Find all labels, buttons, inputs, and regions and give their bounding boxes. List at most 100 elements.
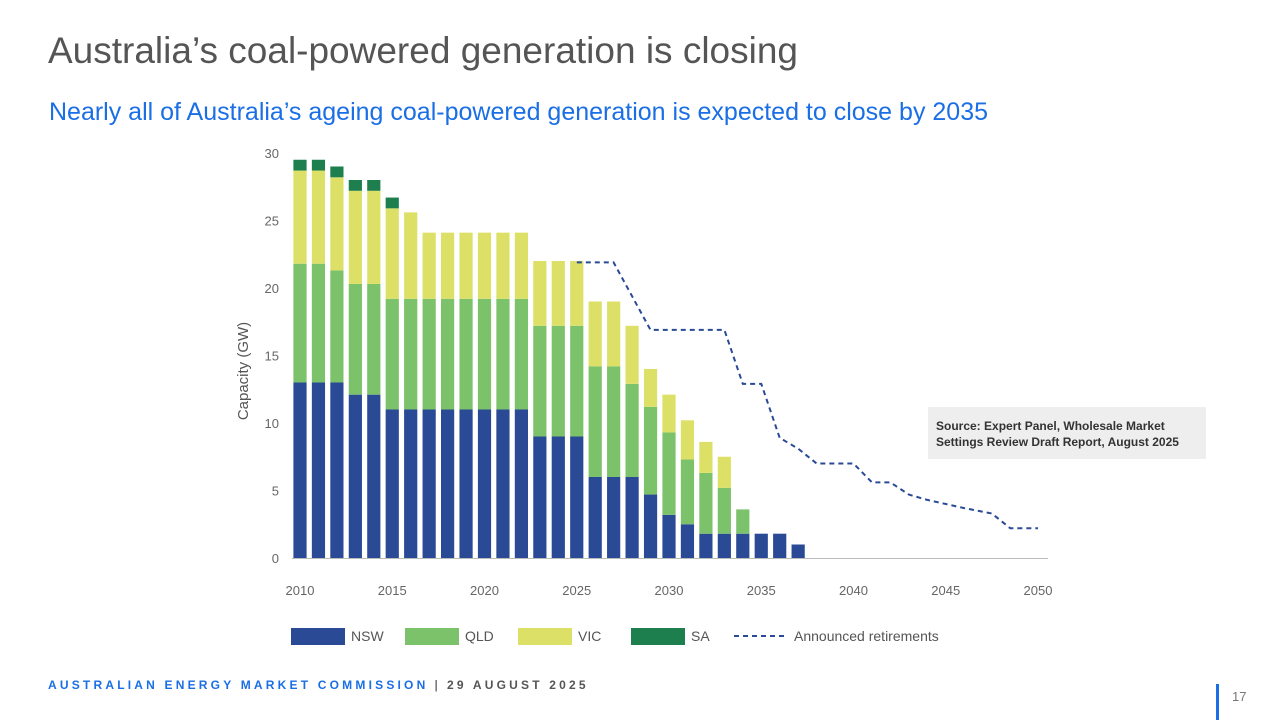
footer: AUSTRALIAN ENERGY MARKET COMMISSION | 29 A… [48, 678, 589, 692]
bar-qld-2018 [441, 298, 455, 410]
announced-retirements-line [576, 261, 1038, 530]
bar-vic-2016 [404, 212, 418, 299]
bar-qld-2014 [367, 283, 381, 395]
bar-vic-2015 [385, 208, 399, 299]
page-number: 17 [1232, 689, 1247, 704]
bar-qld-2012 [330, 270, 344, 383]
bar-nsw-2035 [754, 533, 768, 558]
bar-nsw-2011 [311, 382, 326, 558]
bar-vic-2020 [477, 232, 492, 299]
footer-separator: | [434, 678, 442, 692]
bar-vic-2030 [662, 394, 676, 433]
x-tick-label-2020: 2020 [470, 583, 499, 598]
bar-sa-2011 [311, 159, 326, 171]
bar-nsw-2015 [385, 409, 399, 558]
bar-qld-2028 [625, 383, 639, 477]
bar-sa-2010 [293, 159, 307, 171]
bar-vic-2026 [588, 301, 602, 367]
bar-vic-2023 [533, 261, 547, 326]
legend-label-qld: QLD [465, 628, 494, 644]
bar-qld-2024 [551, 325, 565, 437]
slide-subtitle: Nearly all of Australia’s ageing coal-po… [49, 98, 989, 126]
legend-label-announced-retirements: Announced retirements [794, 628, 939, 644]
bar-qld-2030 [662, 432, 676, 515]
bar-nsw-2036 [773, 533, 787, 558]
bar-qld-2020 [477, 298, 492, 410]
bar-nsw-2020 [477, 409, 492, 558]
y-tick-label-25: 25 [265, 214, 279, 229]
bar-nsw-2024 [551, 436, 565, 558]
bar-qld-2032 [699, 472, 713, 534]
y-tick-label-5: 5 [272, 484, 279, 499]
x-tick-label-2035: 2035 [747, 583, 776, 598]
bar-qld-2022 [514, 298, 528, 410]
bar-vic-2031 [680, 420, 695, 460]
x-tick-label-2045: 2045 [931, 583, 960, 598]
bar-vic-2013 [348, 190, 362, 284]
bar-nsw-2033 [717, 533, 731, 558]
bar-vic-2021 [496, 232, 510, 299]
bar-nsw-2037 [791, 544, 805, 558]
bar-qld-2015 [385, 298, 399, 410]
bar-qld-2025 [570, 325, 584, 437]
bar-nsw-2018 [441, 409, 455, 558]
bar-vic-2029 [643, 369, 658, 407]
x-tick-label-2010: 2010 [286, 583, 315, 598]
bar-qld-2027 [607, 366, 621, 477]
bar-vic-2018 [441, 232, 455, 299]
bar-vic-2019 [459, 232, 473, 299]
bar-sa-2014 [367, 180, 381, 191]
bar-nsw-2016 [404, 409, 418, 558]
legend-swatch-qld [405, 628, 459, 645]
bar-vic-2027 [607, 301, 621, 367]
bar-vic-2033 [717, 456, 731, 488]
bar-sa-2013 [348, 180, 362, 191]
y-tick-label-10: 10 [265, 416, 279, 431]
bar-nsw-2029 [643, 494, 658, 558]
bar-vic-2017 [422, 232, 436, 299]
bar-vic-2012 [330, 177, 344, 271]
bar-nsw-2019 [459, 409, 473, 558]
bar-qld-2026 [588, 366, 602, 477]
bar-nsw-2026 [588, 477, 602, 558]
y-tick-label-0: 0 [272, 551, 279, 566]
y-axis-label: Capacity (GW) [235, 322, 252, 420]
legend-label-sa: SA [691, 628, 710, 644]
bar-nsw-2031 [680, 524, 695, 558]
bar-qld-2010 [293, 263, 307, 383]
footer-date: 29 AUGUST 2025 [447, 678, 589, 692]
bar-sa-2015 [385, 197, 399, 209]
bar-nsw-2013 [348, 394, 362, 558]
bar-qld-2013 [348, 283, 362, 395]
bar-vic-2024 [551, 261, 565, 326]
bar-vic-2014 [367, 190, 381, 284]
bar-vic-2028 [625, 325, 639, 384]
bar-vic-2025 [570, 261, 584, 326]
bar-nsw-2017 [422, 409, 436, 558]
bar-nsw-2027 [607, 477, 621, 558]
legend-label-vic: VIC [578, 628, 601, 644]
legend-swatch-nsw [291, 628, 345, 645]
bar-qld-2011 [311, 263, 326, 383]
bar-qld-2034 [736, 509, 750, 534]
x-tick-label-2025: 2025 [562, 583, 591, 598]
slide-title: Australia’s coal-powered generation is c… [48, 30, 799, 71]
bar-qld-2033 [717, 487, 731, 534]
x-tick-label-2040: 2040 [839, 583, 868, 598]
page-number-bar [1216, 684, 1219, 720]
bar-vic-2032 [699, 441, 713, 473]
bar-qld-2017 [422, 298, 436, 410]
legend-swatch-vic [518, 628, 572, 645]
bar-nsw-2030 [662, 514, 676, 558]
x-tick-label-2030: 2030 [655, 583, 684, 598]
bar-vic-2022 [514, 232, 528, 299]
bar-sa-2012 [330, 166, 344, 178]
bar-nsw-2034 [736, 533, 750, 558]
bar-qld-2029 [643, 406, 658, 495]
bar-qld-2023 [533, 325, 547, 437]
bar-nsw-2025 [570, 436, 584, 558]
x-tick-label-2050: 2050 [1024, 583, 1053, 598]
footer-org: AUSTRALIAN ENERGY MARKET COMMISSION [48, 678, 429, 692]
bar-nsw-2021 [496, 409, 510, 558]
